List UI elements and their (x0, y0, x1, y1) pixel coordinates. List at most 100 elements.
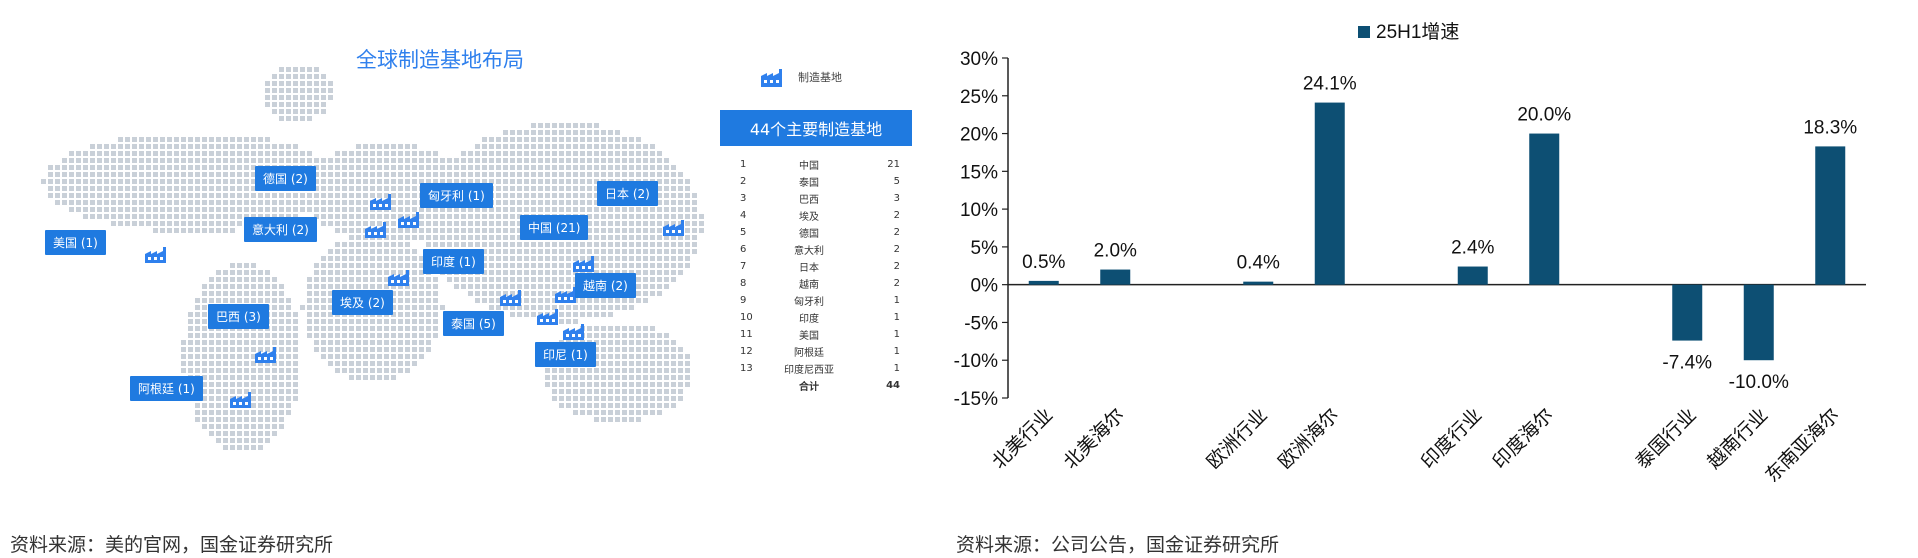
legend-swatch (1358, 26, 1370, 38)
table-row: 11 美国 1 (740, 326, 900, 343)
table-cell-no: 11 (740, 329, 753, 340)
table-cell-no: 9 (740, 295, 747, 306)
right-source: 资料来源：公司公告，国金证券研究所 (956, 534, 1280, 556)
table-cell-no: 5 (740, 227, 747, 238)
map-legend: 制造基地 (760, 66, 842, 88)
tag-germany: 德国 (2) (255, 166, 316, 191)
bar (1243, 281, 1274, 285)
legend-label: 25H1增速 (1376, 21, 1459, 43)
tag-hungary: 匈牙利 (1) (420, 183, 493, 208)
table-cell-no: 8 (740, 278, 747, 289)
table-total-row: 合计 44 (740, 377, 900, 394)
table-cell-count: 1 (893, 329, 900, 340)
factory-icon (537, 309, 558, 325)
y-tick-label: 25% (960, 87, 998, 108)
bar (1815, 146, 1846, 285)
table-row: 13 印度尼西亚 1 (740, 360, 900, 377)
table-cell-no: 2 (740, 176, 747, 187)
bar (1743, 284, 1774, 361)
table-row: 1 中国 21 (740, 156, 900, 173)
bases-header: 44个主要制造基地 (720, 110, 912, 146)
table-cell-count: 21 (887, 159, 900, 170)
bar (1457, 266, 1488, 285)
table-row: 3 巴西 3 (740, 190, 900, 207)
factory-icon (365, 222, 386, 238)
x-tick-label: 印度海尔 (1488, 404, 1557, 473)
data-label: 20.0% (1517, 105, 1571, 126)
map-title: 全球制造基地布局 (356, 48, 524, 72)
x-tick-label: 印度行业 (1417, 404, 1486, 473)
factory-icon (500, 290, 521, 306)
table-cell-count: 2 (893, 227, 900, 238)
x-tick-label: 东南亚海尔 (1761, 404, 1844, 487)
table-cell-country: 印度尼西亚 (784, 365, 834, 376)
tag-usa: 美国 (1) (45, 230, 106, 255)
factory-icon (388, 270, 409, 286)
table-cell-no: 6 (740, 244, 747, 255)
legend-label: 制造基地 (798, 71, 842, 84)
table-cell-no: 3 (740, 193, 747, 204)
growth-chart-panel: 25H1增速 30% 25% 20% 15% 10% 5% 0% -5% -10% -15% 0.5%… (940, 0, 1918, 558)
y-tick-label: -10% (954, 351, 998, 372)
factory-icon (370, 194, 391, 210)
growth-bar-chart: 25H1增速 30% 25% 20% 15% 10% 5% 0% -5% -10% -15% 0.5%… (954, 21, 1866, 487)
factory-icon (398, 212, 419, 228)
table-cell-country: 泰国 (799, 178, 819, 189)
table-cell-count: 2 (893, 210, 900, 221)
table-cell-no: 10 (740, 312, 753, 323)
table-cell-country: 阿根廷 (794, 348, 824, 359)
table-row: 8 越南 2 (740, 275, 900, 292)
table-cell-country: 匈牙利 (794, 297, 824, 308)
table-cell-count: 1 (893, 346, 900, 357)
tag-italy: 意大利 (2) (244, 217, 317, 242)
table-row: 2 泰国 5 (740, 173, 900, 190)
bar (1028, 280, 1059, 285)
table-cell-country: 巴西 (799, 195, 819, 206)
table-total-count: 44 (886, 380, 900, 391)
tag-egypt: 埃及 (2) (332, 290, 393, 315)
table-cell-count: 2 (893, 261, 900, 272)
factory-icon (761, 69, 782, 87)
table-cell-country: 越南 (799, 280, 819, 291)
factory-icon (145, 247, 166, 263)
table-cell-count: 2 (893, 244, 900, 255)
x-tick-label: 北美海尔 (1059, 404, 1128, 473)
bar (1314, 102, 1345, 285)
y-tick-label: 30% (960, 49, 998, 70)
tag-india: 印度 (1) (423, 249, 484, 274)
table-row: 7 日本 2 (740, 258, 900, 275)
x-tick-label: 泰国行业 (1631, 404, 1700, 473)
tag-vietnam: 越南 (2) (575, 273, 636, 298)
bar (1529, 133, 1560, 285)
table-row: 10 印度 1 (740, 309, 900, 326)
table-cell-no: 13 (740, 363, 753, 374)
table-cell-country: 埃及 (799, 212, 819, 223)
table-cell-count: 1 (893, 363, 900, 374)
table-cell-count: 1 (893, 295, 900, 306)
data-label: 0.5% (1022, 252, 1065, 273)
factory-icon (573, 256, 594, 272)
table-cell-country: 意大利 (794, 246, 824, 257)
tag-china: 中国 (21) (520, 215, 589, 240)
tag-indonesia: 印尼 (1) (535, 342, 596, 367)
data-label: -10.0% (1729, 372, 1789, 393)
table-cell-country: 日本 (799, 263, 819, 274)
factory-icon (255, 347, 276, 363)
y-tick-label: -5% (964, 313, 998, 334)
bases-table: 1 中国 21 2 泰国 5 3 巴西 3 4 埃及 2 5 德国 2 6 意大利 2 7 日本 2 8 越南 2 9 匈牙利 1 1… (740, 156, 900, 394)
factory-icon (663, 220, 684, 236)
table-row: 9 匈牙利 1 (740, 292, 900, 309)
table-cell-country: 德国 (799, 229, 819, 240)
table-cell-country: 美国 (799, 331, 819, 342)
y-tick-label: 0% (971, 276, 999, 297)
left-source: 资料来源：美的官网，国金证券研究所 (10, 534, 334, 556)
table-row: 6 意大利 2 (740, 241, 900, 258)
x-tick-label: 欧洲海尔 (1274, 404, 1343, 473)
manufacturing-map-panel: 全球制造基地布局 德国 (2) 匈牙利 (1) 日本 (2) 美国 (1) 意大… (0, 0, 940, 558)
table-cell-count: 3 (893, 193, 900, 204)
x-tick-label: 越南行业 (1703, 404, 1772, 473)
chart-legend: 25H1增速 (1358, 21, 1459, 43)
table-cell-count: 5 (893, 176, 900, 187)
y-tick-label: 10% (960, 200, 998, 221)
tag-argentina: 阿根廷 (1) (130, 376, 203, 401)
